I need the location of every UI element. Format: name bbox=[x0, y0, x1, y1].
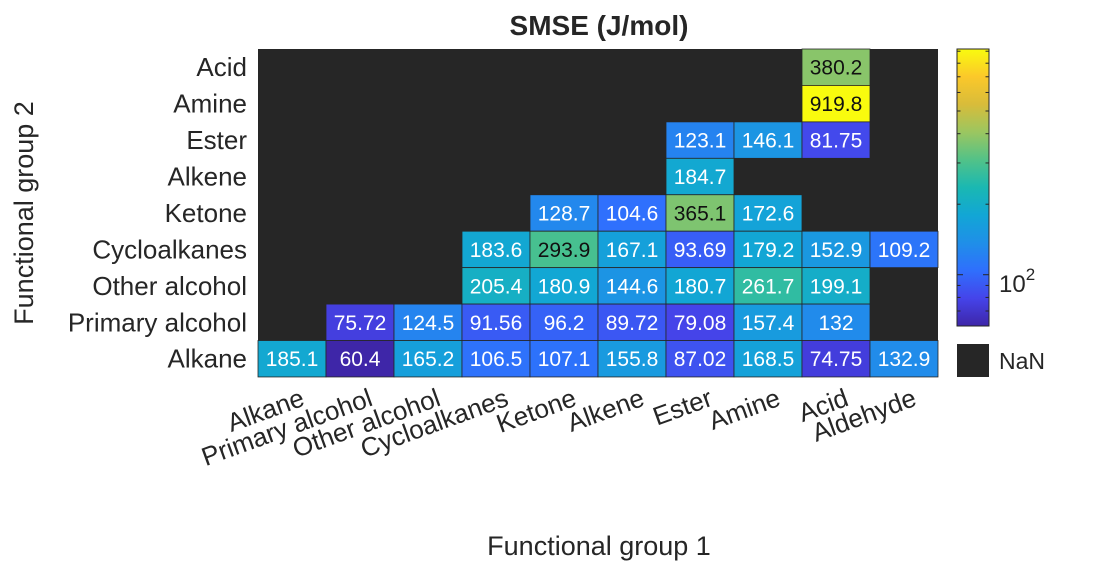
cell-value-label: 157.4 bbox=[742, 312, 795, 335]
cell-value-label: 132 bbox=[818, 312, 853, 335]
heatmap-cell bbox=[597, 340, 667, 378]
colorbar: 102 NaN bbox=[956, 48, 1045, 377]
cell-value-label: 106.5 bbox=[470, 348, 523, 371]
heatmap-cell bbox=[801, 267, 871, 305]
cell-value-label: 79.08 bbox=[674, 312, 727, 335]
cell-value-label: 205.4 bbox=[470, 275, 523, 298]
heatmap-cell bbox=[733, 194, 803, 232]
cell-value-label: 365.1 bbox=[674, 202, 727, 225]
cell-value-label: 123.1 bbox=[674, 130, 727, 153]
heatmap-cell bbox=[529, 267, 599, 305]
heatmap-cell bbox=[597, 267, 667, 305]
heatmap-cell bbox=[529, 230, 599, 269]
heatmap-cell bbox=[393, 303, 463, 341]
colorbar-tick-label: 102 bbox=[999, 265, 1035, 298]
cell-value-label: 184.7 bbox=[674, 166, 727, 189]
y-tick-label: Acid bbox=[196, 52, 247, 82]
x-tick-label: Alkene bbox=[563, 382, 648, 437]
cell-value-label: 96.2 bbox=[544, 312, 585, 335]
cell-value-label: 180.7 bbox=[674, 275, 727, 298]
cell-value-label: 75.72 bbox=[334, 312, 387, 335]
heatmap-cell bbox=[869, 230, 939, 269]
cell-value-label: 165.2 bbox=[402, 348, 455, 371]
heatmap-cell bbox=[733, 267, 803, 305]
heatmap-cell bbox=[733, 303, 803, 341]
y-axis-label: Functional group 2 bbox=[9, 101, 39, 325]
cell-value-label: 93.69 bbox=[674, 239, 727, 262]
y-tick-label: Primary alcohol bbox=[68, 307, 247, 337]
cell-value-label: 180.9 bbox=[538, 275, 591, 298]
colorbar-gradient bbox=[956, 48, 990, 327]
cell-value-label: 146.1 bbox=[742, 130, 795, 153]
heatmap-cell bbox=[869, 340, 939, 378]
cell-value-label: 293.9 bbox=[538, 239, 591, 262]
heatmap-cell bbox=[733, 121, 803, 159]
heatmap-cell bbox=[325, 340, 395, 378]
cell-value-label: 380.2 bbox=[810, 57, 863, 80]
heatmap-cell bbox=[733, 340, 803, 378]
y-tick-labels: Acid Amine Ester Alkene Ketone Cycloalkanes Ot… bbox=[68, 52, 248, 374]
y-tick-label: Alkane bbox=[168, 344, 248, 374]
heatmap-cell bbox=[461, 267, 531, 305]
cell-value-label: 109.2 bbox=[878, 239, 931, 262]
cell-value-label: 81.75 bbox=[810, 130, 863, 153]
cell-value-label: 261.7 bbox=[742, 275, 795, 298]
nan-swatch bbox=[957, 344, 989, 377]
heatmap-cell bbox=[665, 303, 735, 341]
y-tick-label: Ester bbox=[186, 125, 247, 155]
heatmap-cell bbox=[665, 340, 735, 378]
cell-value-label: 172.6 bbox=[742, 202, 795, 225]
chart-title: SMSE (J/mol) bbox=[510, 10, 689, 41]
cell-value-label: 128.7 bbox=[538, 202, 591, 225]
cell-value-label: 155.8 bbox=[606, 348, 659, 371]
heatmap-cell bbox=[597, 194, 667, 232]
cell-value-label: 152.9 bbox=[810, 239, 863, 262]
cell-value-label: 144.6 bbox=[606, 275, 659, 298]
cell-value-label: 104.6 bbox=[606, 202, 659, 225]
heatmap-cell bbox=[665, 230, 735, 269]
cell-value-label: 87.02 bbox=[674, 348, 727, 371]
heatmap-cells: 380.2 919.8 123.1 146.1 81.75 184.7 128.7 104.6… bbox=[257, 48, 939, 378]
nan-label: NaN bbox=[999, 348, 1045, 374]
heatmap-cell bbox=[665, 267, 735, 305]
heatmap-cell bbox=[801, 48, 871, 86]
cell-value-label: 107.1 bbox=[538, 348, 591, 371]
cell-value-label: 124.5 bbox=[402, 312, 455, 335]
heatmap-cell bbox=[461, 340, 531, 378]
y-tick-label: Alkene bbox=[168, 162, 248, 192]
heatmap-cell bbox=[801, 303, 871, 341]
heatmap-cell bbox=[325, 303, 395, 341]
heatmap-cell bbox=[801, 230, 871, 269]
cell-value-label: 167.1 bbox=[606, 239, 659, 262]
y-tick-label: Cycloalkanes bbox=[92, 234, 247, 264]
heatmap-cell bbox=[801, 121, 871, 159]
heatmap-cell bbox=[597, 230, 667, 269]
cell-value-label: 199.1 bbox=[810, 275, 863, 298]
cell-value-label: 91.56 bbox=[470, 312, 523, 335]
heatmap-cell bbox=[461, 303, 531, 341]
colorbar-tick-exponent: 2 bbox=[1026, 265, 1035, 284]
cell-value-label: 183.6 bbox=[470, 239, 523, 262]
x-tick-label: Amine bbox=[705, 382, 785, 435]
cell-value-label: 60.4 bbox=[340, 348, 381, 371]
cell-value-label: 132.9 bbox=[878, 348, 931, 371]
heatmap-cell bbox=[665, 121, 735, 159]
heatmap-cell bbox=[665, 194, 735, 232]
x-axis-label: Functional group 1 bbox=[487, 531, 711, 561]
cell-value-label: 179.2 bbox=[742, 239, 795, 262]
cell-value-label: 74.75 bbox=[810, 348, 863, 371]
y-tick-label: Other alcohol bbox=[92, 271, 247, 301]
heatmap-cell bbox=[733, 230, 803, 269]
y-tick-label: Amine bbox=[173, 89, 247, 119]
cell-value-label: 185.1 bbox=[266, 348, 319, 371]
cell-value-label: 168.5 bbox=[742, 348, 795, 371]
cell-value-label: 89.72 bbox=[606, 312, 659, 335]
y-tick-label: Ketone bbox=[165, 198, 247, 228]
heatmap-cell bbox=[801, 85, 871, 123]
cell-value-label: 919.8 bbox=[810, 93, 863, 116]
